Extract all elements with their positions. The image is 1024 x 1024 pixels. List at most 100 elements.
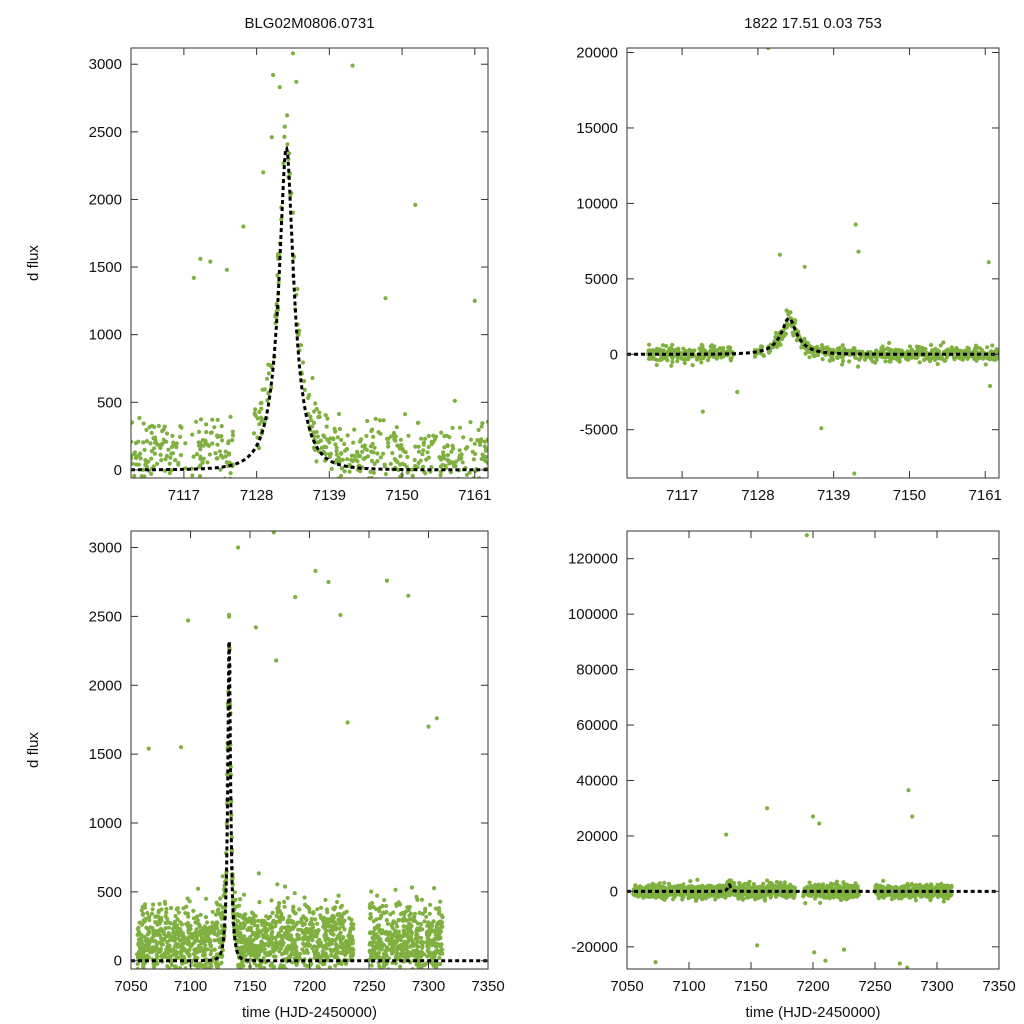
data-point [433, 930, 438, 935]
data-point [166, 975, 170, 979]
data-point [246, 926, 251, 931]
data-point [398, 964, 403, 969]
data-point [392, 942, 397, 947]
data-point [187, 947, 192, 952]
data-point [926, 355, 931, 360]
data-point [827, 358, 832, 363]
data-point [150, 480, 154, 484]
data-point [442, 434, 447, 439]
data-point [218, 467, 223, 472]
data-point [190, 432, 195, 437]
data-point [478, 442, 483, 447]
data-point [344, 950, 349, 956]
data-point [159, 942, 164, 948]
data-point [257, 422, 262, 427]
data-point [826, 350, 831, 355]
data-point [724, 832, 729, 837]
data-point [906, 788, 911, 793]
data-point [680, 897, 685, 902]
data-point [257, 900, 262, 905]
data-point [241, 969, 245, 973]
data-point [251, 431, 257, 436]
data-point [259, 400, 264, 405]
data-point [854, 892, 859, 898]
data-point [715, 348, 720, 353]
data-point [369, 458, 375, 463]
data-point [433, 906, 438, 911]
data-point [368, 905, 373, 911]
data-point [151, 931, 156, 936]
data-point [315, 434, 320, 439]
x-tick-label: 7200 [293, 978, 326, 995]
data-point [931, 893, 936, 898]
data-point [786, 312, 791, 317]
data-point [920, 348, 925, 353]
data-point [868, 354, 873, 359]
data-point [163, 951, 168, 956]
data-point [197, 961, 203, 966]
data-point [753, 892, 758, 898]
data-point [994, 347, 999, 352]
data-point [248, 957, 253, 962]
data-point [835, 886, 841, 891]
data-point [732, 892, 737, 898]
data-point [277, 919, 282, 924]
data-point [236, 545, 241, 550]
data-point [278, 946, 283, 951]
data-point [318, 905, 324, 910]
data-point [229, 849, 234, 854]
data-point [196, 886, 201, 891]
data-point [457, 425, 463, 430]
data-point [149, 430, 154, 435]
data-point [368, 916, 373, 921]
data-point [201, 456, 206, 461]
data-point [852, 471, 857, 476]
data-point [187, 935, 192, 940]
data-point [405, 945, 410, 950]
data-point [416, 420, 421, 425]
data-point [142, 905, 148, 910]
data-point [890, 893, 896, 898]
data-point [652, 349, 657, 354]
data-point [168, 478, 172, 482]
data-point [249, 919, 254, 924]
data-point [426, 920, 431, 925]
data-point [977, 346, 983, 351]
data-point [973, 346, 978, 351]
data-point [404, 918, 409, 923]
data-point [294, 962, 299, 968]
data-point [426, 455, 431, 460]
data-point [406, 979, 410, 983]
data-point [410, 467, 415, 472]
data-point [402, 932, 407, 938]
data-point [646, 356, 652, 361]
data-point [184, 922, 189, 927]
data-point [315, 921, 320, 926]
data-point [311, 445, 316, 450]
data-point [708, 883, 713, 889]
data-point [178, 949, 183, 954]
data-point [405, 454, 410, 460]
data-point [785, 892, 790, 897]
data-point [278, 940, 283, 945]
data-point [334, 942, 339, 947]
data-point [387, 930, 392, 935]
data-point [393, 961, 398, 966]
data-point [226, 439, 231, 444]
data-point [386, 440, 391, 445]
data-point [382, 898, 387, 903]
data-point [155, 461, 160, 466]
data-point [700, 344, 705, 349]
data-point [332, 920, 337, 925]
data-point [904, 887, 909, 892]
data-point [369, 428, 374, 434]
data-point [826, 891, 831, 897]
data-point [420, 452, 425, 457]
data-point [250, 952, 256, 957]
data-point [985, 345, 990, 350]
data-point [424, 970, 428, 974]
data-point [429, 465, 434, 470]
data-point [299, 343, 304, 348]
data-point [208, 944, 213, 949]
data-point [421, 464, 426, 469]
